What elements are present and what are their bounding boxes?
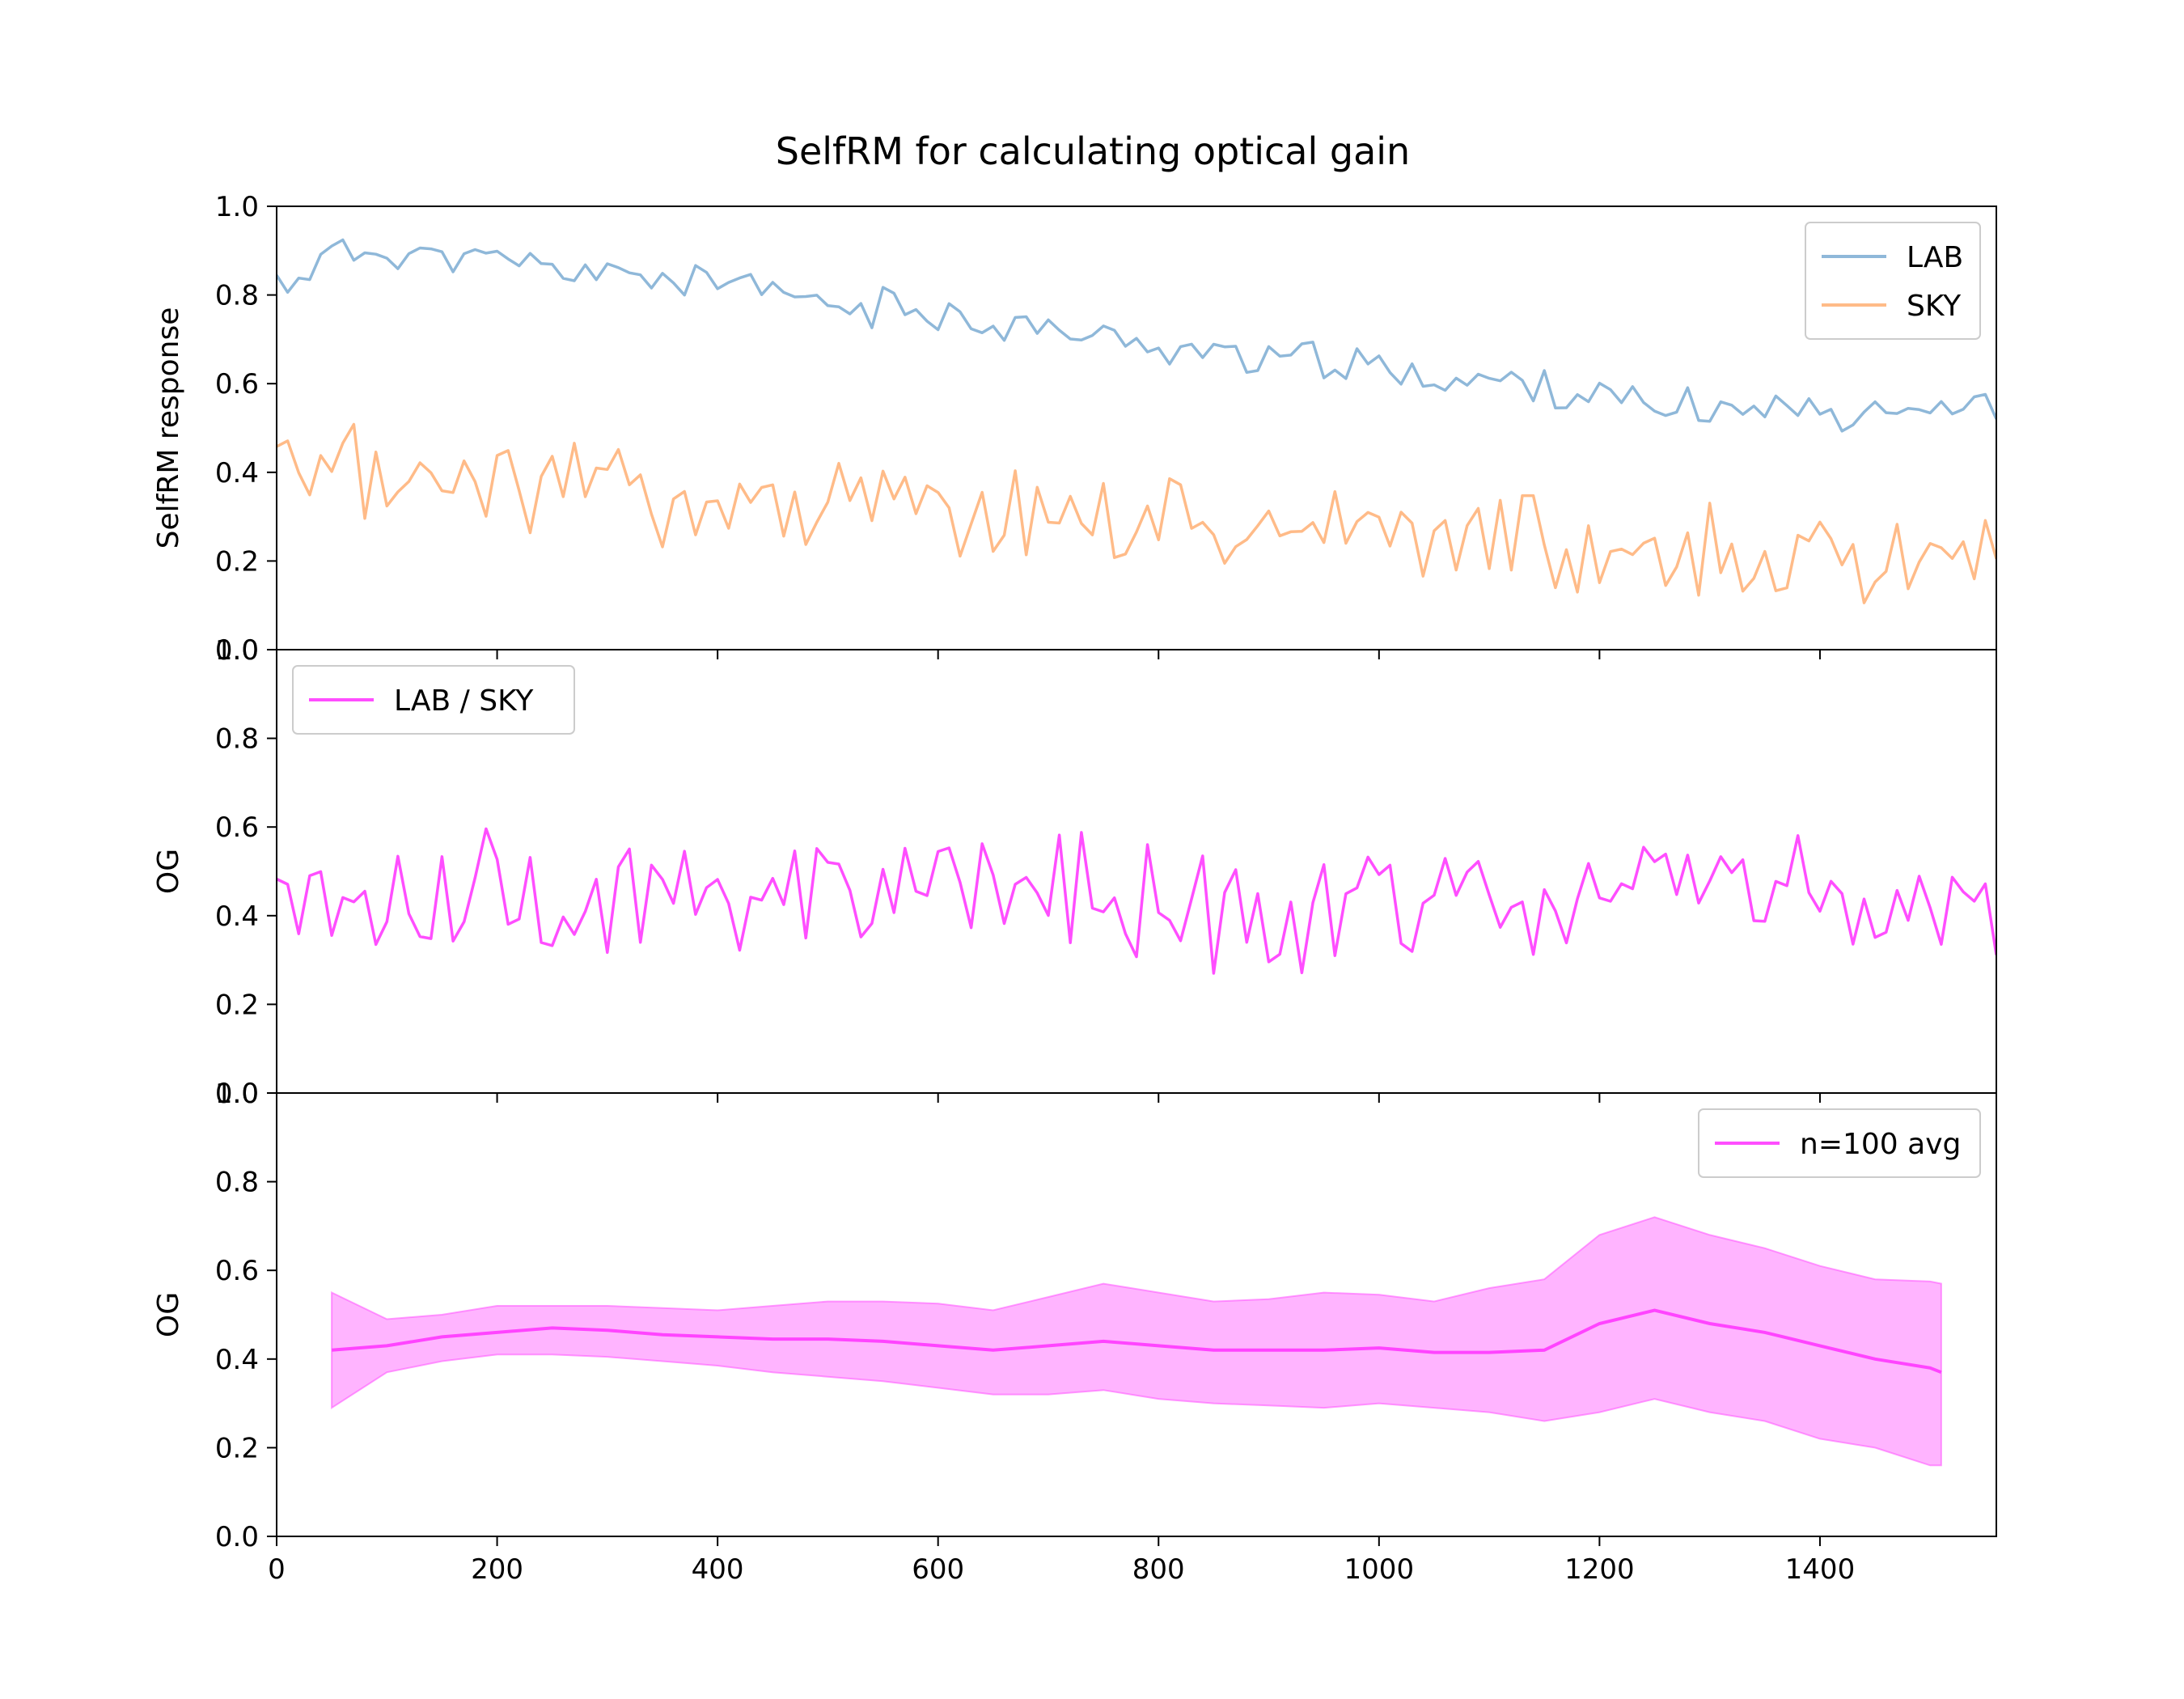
- panel-2: 0.0 0.2 0.4 0.6 0.8 1.0 OG LAB / SKY: [152, 634, 1997, 1110]
- y-tick-label: 1.0: [215, 1078, 259, 1110]
- legend-label: LAB: [1907, 241, 1963, 274]
- legend-box: [292, 665, 575, 735]
- y-tick-label: 0.2: [215, 989, 259, 1021]
- y-tick-label: 0.8: [215, 1167, 259, 1199]
- panel-frame: [276, 205, 1997, 650]
- confidence-band: [331, 1216, 1942, 1467]
- y-tick-label: 0.6: [215, 1255, 259, 1287]
- y-tick-label: 0.8: [215, 723, 259, 756]
- y-tick-label: 0.6: [215, 368, 259, 400]
- panel-data: [331, 1216, 1942, 1467]
- chart-title: SelfRM for calculating optical gain: [776, 129, 1410, 173]
- y-tick-label: 0.6: [215, 811, 259, 844]
- x-tick-label: 0: [268, 1553, 286, 1586]
- y-tick-label: 0.0: [215, 1521, 259, 1553]
- y-tick-label: 0.4: [215, 1344, 259, 1376]
- legend-label: LAB / SKY: [394, 684, 534, 718]
- panel-3: 0.0 0.2 0.4 0.6 0.8 1.0 0 200 400 600 800 1000 1200 1…: [152, 1078, 1997, 1586]
- legend: LAB SKY: [1805, 222, 1981, 340]
- x-tick-label: 1400: [1785, 1553, 1856, 1586]
- legend-label: SKY: [1907, 290, 1962, 323]
- series-line-lab: [277, 238, 1996, 433]
- y-tick-label: 0.4: [215, 900, 259, 933]
- y-tick-label: 0.2: [215, 545, 259, 578]
- panel-data: [277, 827, 1996, 975]
- legend: LAB / SKY: [292, 665, 575, 735]
- x-tick-label: 200: [471, 1553, 523, 1586]
- x-tick-label: 800: [1132, 1553, 1185, 1586]
- y-tick-label: 0.8: [215, 280, 259, 312]
- panel-data: [277, 238, 1996, 604]
- series-line-lab-sky: [277, 827, 1996, 975]
- y-tick-label: 1.0: [215, 634, 259, 667]
- x-tick-label: 1200: [1564, 1553, 1635, 1586]
- panel-1: 0.0 0.2 0.4 0.6 0.8 1.0 SelfRM response LAB SKY: [152, 191, 1997, 667]
- y-tick-label: 0.0: [215, 634, 259, 667]
- legend: n=100 avg: [1698, 1108, 1981, 1178]
- legend-box: [1698, 1108, 1981, 1178]
- y-axis-label: SelfRM response: [152, 307, 185, 549]
- series-line-sky: [277, 422, 1996, 604]
- legend-label: n=100 avg: [1800, 1128, 1961, 1161]
- legend-box: [1805, 222, 1981, 340]
- x-tick-label: 1000: [1344, 1553, 1415, 1586]
- y-tick-label: 1.0: [215, 191, 259, 223]
- panel-frame: [276, 1092, 1997, 1537]
- y-tick-label: 0.4: [215, 457, 259, 489]
- y-axis-label: OG: [152, 849, 185, 894]
- y-tick-label: 0.2: [215, 1432, 259, 1464]
- series-line-avg: [331, 1308, 1942, 1375]
- x-tick-label: 400: [692, 1553, 744, 1586]
- y-tick-label: 0.0: [215, 1078, 259, 1110]
- x-tick-label: 600: [912, 1553, 964, 1586]
- y-axis-label: OG: [152, 1292, 185, 1337]
